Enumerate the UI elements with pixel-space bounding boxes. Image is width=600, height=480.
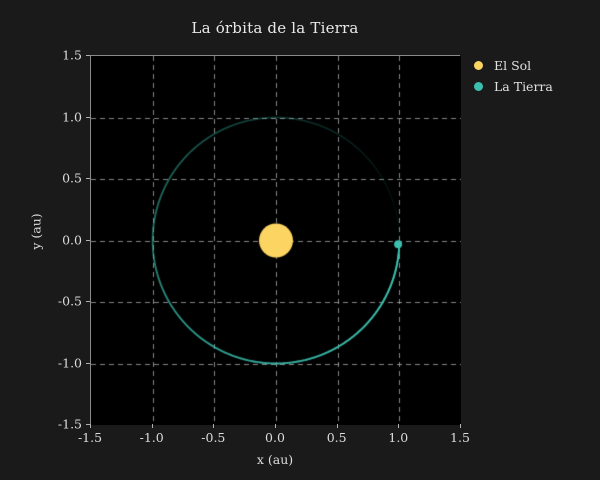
x-tick-label: -1.0 xyxy=(139,430,164,445)
orbit-plot-canvas xyxy=(91,56,461,425)
x-tick-label: 1.5 xyxy=(450,430,470,445)
y-tick-label: -1.5 xyxy=(57,416,82,432)
x-tick-label: 0.5 xyxy=(326,430,347,445)
y-tick-mark xyxy=(86,362,90,364)
sun-marker-icon xyxy=(474,61,483,70)
y-tick-mark xyxy=(86,301,90,302)
earth-marker-icon xyxy=(474,82,483,91)
y-tick-mark xyxy=(86,55,90,56)
y-tick-label: 0.5 xyxy=(62,170,82,186)
x-tick-label: 0.0 xyxy=(265,430,285,445)
legend-label: La Tierra xyxy=(494,79,553,94)
plot-area xyxy=(90,55,461,425)
y-tick-label: 1.5 xyxy=(62,47,82,63)
legend-item-earth[interactable]: La Tierra xyxy=(474,76,594,97)
x-tick-label: -1.5 xyxy=(77,430,103,445)
y-tick-mark xyxy=(86,178,90,179)
y-tick-mark xyxy=(86,239,90,241)
x-tick-mark xyxy=(213,424,215,428)
x-tick-mark xyxy=(336,424,338,428)
legend-item-sun[interactable]: El Sol xyxy=(474,55,594,76)
x-tick-mark xyxy=(460,424,461,428)
x-tick-mark xyxy=(151,424,153,428)
y-tick-label: -0.5 xyxy=(57,293,82,309)
x-tick-label: -0.5 xyxy=(201,430,226,445)
y-tick-label: -1.0 xyxy=(57,355,82,370)
legend-label: El Sol xyxy=(494,58,532,73)
y-tick-mark xyxy=(86,424,90,425)
y-tick-label: 0.0 xyxy=(62,232,82,247)
x-tick-mark xyxy=(398,424,400,428)
x-tick-label: 1.0 xyxy=(388,430,409,445)
x-axis-label: x (au) xyxy=(256,452,294,467)
x-tick-mark xyxy=(90,424,91,428)
page-title: La órbita de la Tierra xyxy=(191,19,359,37)
legend: El Sol La Tierra xyxy=(474,55,594,97)
y-tick-mark xyxy=(86,116,90,118)
y-tick-label: 1.0 xyxy=(62,109,82,124)
x-tick-mark xyxy=(275,424,276,428)
